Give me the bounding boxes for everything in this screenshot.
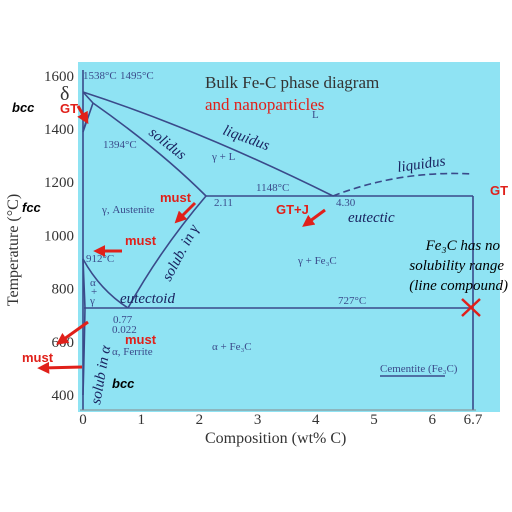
label: eutectoid [120,291,175,307]
annotation: GT [490,183,508,198]
label: 1495°C [120,70,154,82]
label: 912°C [86,253,114,265]
label: + [91,286,97,298]
annotation: GT [60,101,78,116]
x-tick-label: 3 [254,412,262,428]
y-tick-label: 1200 [44,175,74,191]
x-label: Composition (wt% C) [205,430,346,447]
annotation: fcc [22,200,42,215]
label: δ [60,83,69,105]
label: 4.30 [336,197,356,209]
label: (line compound) [409,278,508,294]
label: α + Fe₃C [212,341,252,353]
label: 1394°C [103,139,137,151]
label: 1538°C [83,70,117,82]
x-tick-label: 4 [312,412,320,428]
x-tick-label: 2 [196,412,204,428]
x-tick-label: 6 [428,412,436,428]
x-tick-label: 5 [370,412,378,428]
title: Bulk Fe-C phase diagram [205,73,379,92]
y-tick-label: 1000 [44,228,74,244]
label: γ + Fe₃C [297,255,337,267]
label: γ, Austenite [101,204,155,216]
annotation: bcc [112,376,135,391]
label: L [312,109,319,121]
x-tick-label: 0 [79,412,87,428]
label: 0.022 [112,324,137,336]
label: Fe₃C has no [425,238,501,254]
plot-bg [78,62,500,412]
annotation: must [22,350,54,365]
y-tick-label: 1600 [44,69,74,85]
subtitle: and nanoparticles [205,95,324,114]
label: solubility range [409,258,504,274]
y-tick-label: 1400 [44,122,74,138]
annotations: GT GT GT+J must must must must bcc fcc b… [12,100,508,391]
y-tick-label: 400 [52,388,75,404]
label: γ [89,295,95,307]
label: eutectic [348,210,395,226]
label: α, Ferrite [112,346,153,358]
annotation: must [125,332,157,347]
label: γ + L [211,151,236,163]
x-tick-label: 6.7 [464,412,483,428]
annotation: GT+J [276,202,309,217]
y-tick-label: 800 [52,282,75,298]
label: α [90,277,96,289]
annotation: bcc [12,100,35,115]
annotation: must [125,233,157,248]
label: 2.11 [214,197,233,209]
label: liquidus [396,153,446,176]
label: 727°C [338,295,366,307]
y-label: Temperature (°C) [5,194,22,306]
x-tick-label: 1 [137,412,145,428]
label: 1148°C [256,182,289,194]
label: Cementite (Fe₃C) [380,363,458,375]
annotation: must [160,190,192,205]
label: 0.77 [113,314,133,326]
y-tick-label: 600 [52,335,75,351]
